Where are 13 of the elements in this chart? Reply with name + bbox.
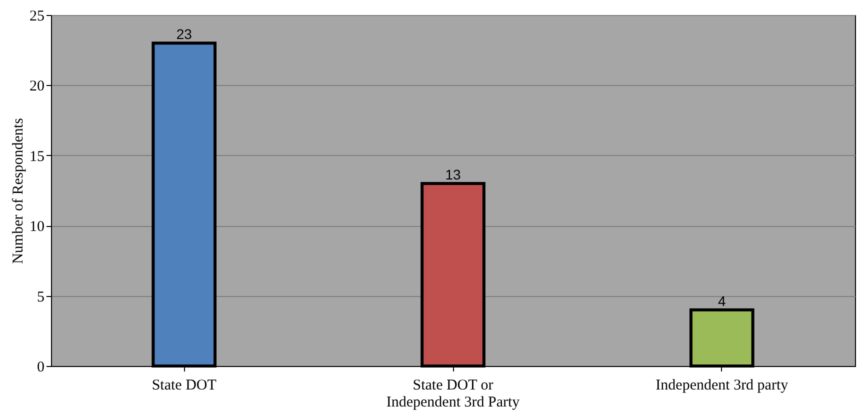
data-label: 13	[445, 166, 461, 182]
data-label: 23	[176, 26, 192, 42]
y-tick-label: 0	[37, 360, 44, 376]
y-tick-label: 5	[37, 289, 44, 306]
x-tick-label: Independent 3rd party	[656, 378, 789, 394]
y-tick-label: 25	[30, 8, 44, 24]
x-tick-label: State DOT	[152, 378, 216, 394]
x-tick-label: State DOT or Independent 3rd Party	[386, 378, 520, 410]
y-tick-label: 15	[30, 148, 44, 165]
y-axis-title: Number of Respondents	[10, 118, 26, 264]
y-tick-label: 10	[30, 219, 44, 236]
data-label: 4	[718, 292, 726, 309]
y-tick-label: 20	[30, 78, 44, 95]
